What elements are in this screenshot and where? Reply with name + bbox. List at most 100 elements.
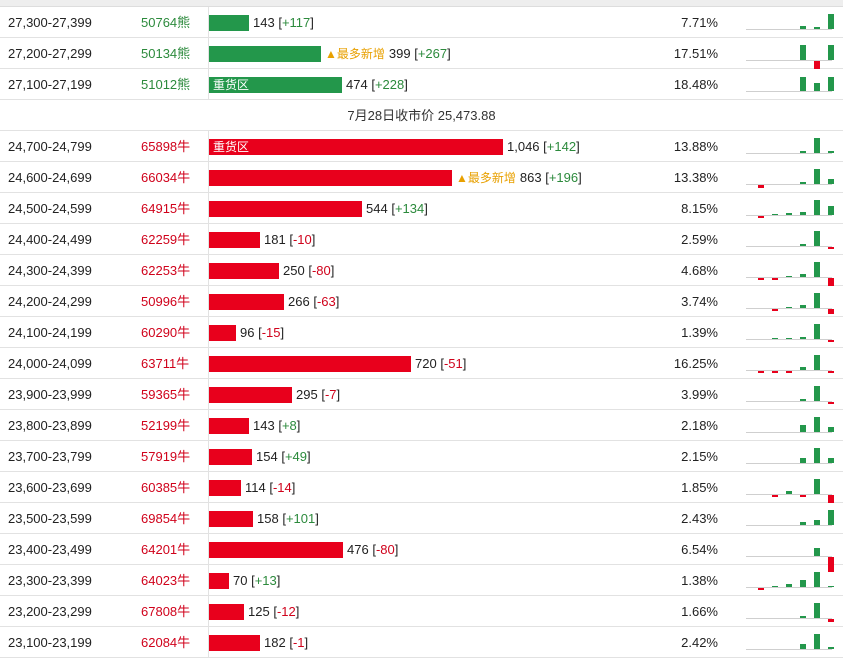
volume-change: +267: [417, 46, 448, 61]
column-divider: [208, 317, 209, 348]
contract-code-link[interactable]: 52199牛: [141, 418, 191, 433]
table-row[interactable]: 24,600-24,699 66034牛 ▲最多新增 863 [+196] 13.38%: [0, 162, 843, 193]
sparkline-baseline: [746, 184, 832, 185]
table-row[interactable]: 24,100-24,199 60290牛 96 [-15] 1.39%: [0, 317, 843, 348]
table-row[interactable]: 24,400-24,499 62259牛 181 [-10] 2.59%: [0, 224, 843, 255]
strike-range: 24,100-24,199: [8, 325, 92, 340]
sparkline-baseline: [746, 308, 832, 309]
contract-code-link[interactable]: 50996牛: [141, 294, 191, 309]
sparkline-bar-increase: [828, 14, 834, 29]
contract-code-link[interactable]: 63711牛: [141, 356, 190, 371]
strike-range: 27,100-27,199: [8, 77, 92, 92]
strike-range: 23,100-23,199: [8, 635, 92, 650]
most-added-label: 最多新增: [467, 171, 516, 185]
contract-code-link[interactable]: 67808牛: [141, 604, 191, 619]
sparkline-bar-increase: [814, 200, 820, 215]
volume-number: 1,046: [507, 139, 540, 154]
contract-code-link[interactable]: 60290牛: [141, 325, 191, 340]
table-row[interactable]: 23,100-23,199 62084牛 182 [-1] 2.42%: [0, 627, 843, 658]
contract-code-link[interactable]: 50134熊: [141, 46, 191, 61]
strike-range: 27,200-27,299: [8, 46, 92, 61]
table-row[interactable]: 27,100-27,199 51012熊 重货区 474 [+228] 18.48%: [0, 69, 843, 100]
contract-code-link[interactable]: 69854牛: [141, 511, 191, 526]
table-row[interactable]: 27,300-27,399 50764熊 143 [+117] 7.71%: [0, 7, 843, 38]
volume-number: 158: [257, 511, 279, 526]
contract-code-link[interactable]: 62259牛: [141, 232, 191, 247]
contract-code-link[interactable]: 59365牛: [141, 387, 191, 402]
volume-bar: [209, 635, 260, 651]
trend-sparkline: [746, 162, 834, 193]
trend-sparkline: [746, 379, 834, 410]
sparkline-bar-increase: [814, 231, 820, 246]
volume-bar: [209, 232, 260, 248]
sparkline-baseline: [746, 277, 832, 278]
table-row[interactable]: 24,700-24,799 65898牛 重货区 1,046 [+142] 13.88%: [0, 131, 843, 162]
volume-number: 399: [388, 46, 411, 61]
sparkline-bar-increase: [786, 338, 792, 339]
sparkline-bar-decrease: [828, 619, 834, 622]
contract-code-link[interactable]: 64023牛: [141, 573, 191, 588]
volume-value: 182 [-1]: [264, 635, 309, 650]
volume-change: +8: [281, 418, 297, 433]
trend-sparkline: [746, 410, 834, 441]
strike-range: 23,300-23,399: [8, 573, 92, 588]
table-row[interactable]: 23,300-23,399 64023牛 70 [+13] 1.38%: [0, 565, 843, 596]
contract-code-link[interactable]: 62084牛: [141, 635, 191, 650]
table-row[interactable]: 23,400-23,499 64201牛 476 [-80] 6.54%: [0, 534, 843, 572]
settlement-price-row: 7月28日收市价 25,473.88: [0, 100, 843, 131]
sparkline-bar-increase: [800, 367, 806, 370]
sparkline-bar-increase: [800, 458, 806, 463]
contract-code-link[interactable]: 64915牛: [141, 201, 191, 216]
table-row[interactable]: 24,500-24,599 64915牛 544 [+134] 8.15%: [0, 193, 843, 224]
share-percent: 2.43%: [681, 511, 718, 526]
volume-number: 70: [233, 573, 248, 588]
contract-code-link[interactable]: 60385牛: [141, 480, 191, 495]
table-row[interactable]: 23,900-23,999 59365牛 295 [-7] 3.99%: [0, 379, 843, 410]
sparkline-bar-decrease: [828, 371, 834, 373]
contract-code-link[interactable]: 66034牛: [141, 170, 191, 185]
contract-code-link[interactable]: 64201牛: [141, 542, 191, 557]
sparkline-bar-increase: [800, 337, 806, 339]
volume-value: 70 [+13]: [233, 573, 281, 588]
volume-value: 476 [-80]: [347, 542, 399, 557]
table-row[interactable]: 23,800-23,899 52199牛 143 [+8] 2.18%: [0, 410, 843, 441]
table-row[interactable]: 24,200-24,299 50996牛 266 [-63] 3.74%: [0, 286, 843, 317]
volume-change: +101: [285, 511, 316, 526]
sparkline-bar-increase: [800, 77, 806, 91]
volume-bar: [209, 573, 229, 589]
sparkline-bar-increase: [786, 491, 792, 494]
volume-number: 114: [245, 480, 266, 495]
strike-range: 24,200-24,299: [8, 294, 92, 309]
volume-change: +13: [254, 573, 277, 588]
table-row[interactable]: 24,300-24,399 62253牛 250 [-80] 4.68%: [0, 255, 843, 286]
volume-number: 863: [519, 170, 542, 185]
contract-code-link[interactable]: 50764熊: [141, 15, 191, 30]
volume-value: ▲最多新增 399 [+267]: [325, 46, 451, 61]
share-percent: 6.54%: [681, 542, 718, 557]
volume-change: +142: [546, 139, 577, 154]
table-row[interactable]: 23,200-23,299 67808牛 125 [-12] 1.66%: [0, 596, 843, 627]
volume-change: -80: [311, 263, 331, 278]
column-divider: [208, 193, 209, 224]
table-row[interactable]: 24,000-24,099 63711牛 720 [-51] 16.25%: [0, 348, 843, 379]
volume-number: 143: [253, 15, 275, 30]
table-row[interactable]: 23,500-23,599 69854牛 158 [+101] 2.43%: [0, 503, 843, 534]
contract-code-link[interactable]: 57919牛: [141, 449, 191, 464]
table-row[interactable]: 23,700-23,799 57919牛 154 [+49] 2.15%: [0, 441, 843, 472]
volume-bar: [209, 263, 279, 279]
share-percent: 13.88%: [673, 139, 718, 154]
contract-code-link[interactable]: 65898牛: [141, 139, 191, 154]
trend-sparkline: [746, 255, 834, 286]
column-divider: [208, 503, 209, 534]
table-row[interactable]: 27,200-27,299 50134熊 ▲最多新增 399 [+267] 17.51%: [0, 38, 843, 69]
column-divider: [208, 596, 209, 627]
trend-sparkline: [746, 534, 834, 572]
volume-bar: [209, 511, 253, 527]
table-row[interactable]: 23,600-23,699 60385牛 114 [-14] 1.85%: [0, 472, 843, 503]
trend-sparkline: [746, 441, 834, 472]
sparkline-bar-increase: [828, 45, 834, 60]
sparkline-baseline: [746, 649, 832, 650]
sparkline-bar-decrease: [758, 278, 764, 280]
contract-code-link[interactable]: 62253牛: [141, 263, 191, 278]
contract-code-link[interactable]: 51012熊: [141, 77, 191, 92]
